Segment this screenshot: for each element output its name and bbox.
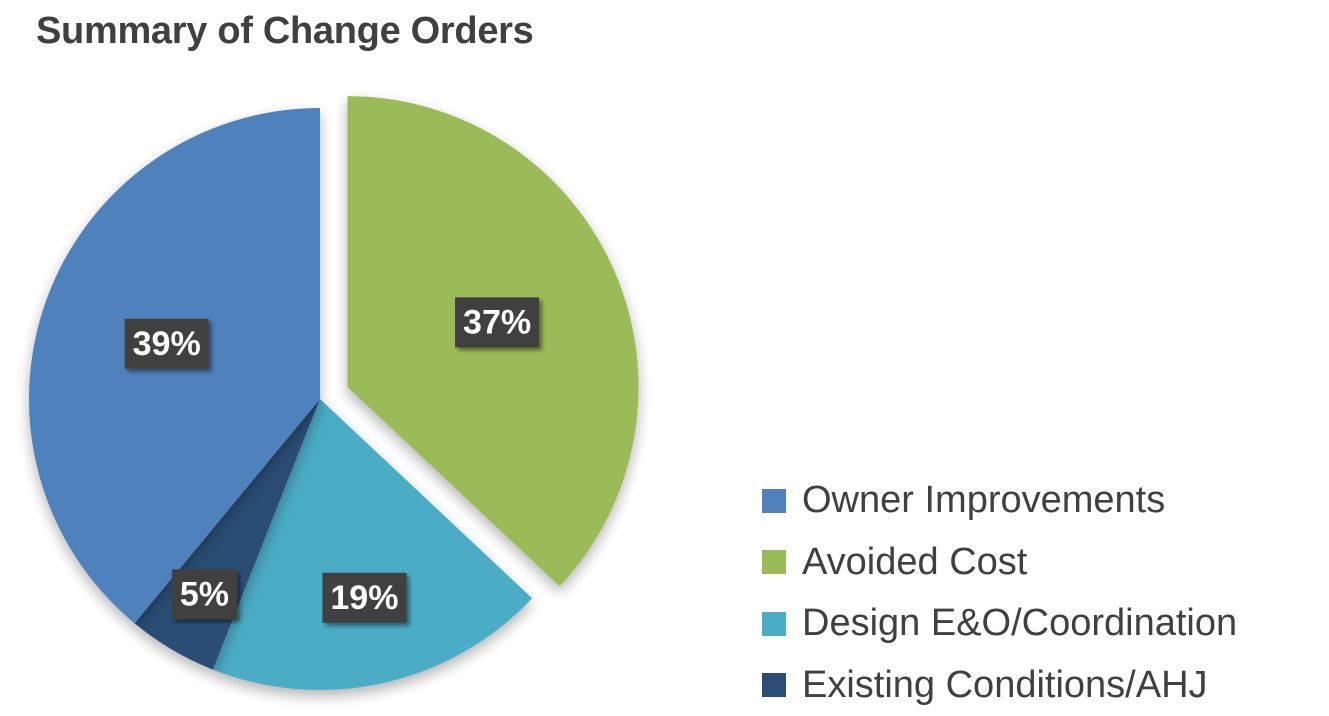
legend-label: Owner Improvements xyxy=(802,479,1165,522)
data-label-text: 39% xyxy=(133,325,201,363)
legend-item: Existing Conditions/AHJ xyxy=(762,655,1237,716)
legend-swatch xyxy=(762,673,786,697)
legend-item: Avoided Cost xyxy=(762,532,1237,594)
legend-label: Design E&O/Coordination xyxy=(802,602,1237,645)
legend-swatch xyxy=(762,612,786,636)
data-label-text: 5% xyxy=(180,575,229,613)
legend-label: Avoided Cost xyxy=(802,541,1027,584)
legend: Owner Improvements Avoided Cost Design E&O… xyxy=(762,470,1237,716)
legend-swatch xyxy=(762,550,786,574)
legend-item: Owner Improvements xyxy=(762,470,1237,532)
legend-swatch xyxy=(762,489,786,513)
legend-item: Design E&O/Coordination xyxy=(762,593,1237,655)
data-label: 5% xyxy=(172,569,237,619)
data-label-text: 19% xyxy=(330,579,398,617)
data-label: 37% xyxy=(455,297,539,347)
data-label-text: 37% xyxy=(463,303,531,341)
legend-label: Existing Conditions/AHJ xyxy=(802,664,1208,707)
data-label: 19% xyxy=(322,573,406,623)
data-label: 39% xyxy=(125,319,209,369)
